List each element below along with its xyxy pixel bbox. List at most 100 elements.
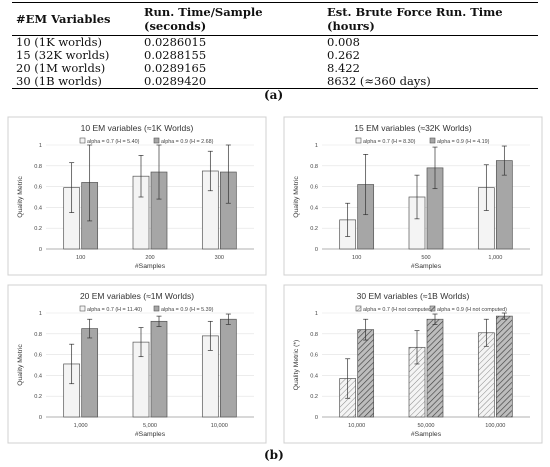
legend-entry: alpha = 0.7 (H not computed) <box>363 307 433 313</box>
y-tick-label: 0.4 <box>34 205 42 211</box>
table-cell: 0.0286015 <box>144 35 207 49</box>
x-tick-label: 500 <box>421 255 430 261</box>
caption-b: (b) <box>264 448 284 462</box>
chart-legend: alpha = 0.7 (H = 11.40) alpha = 0.9 (H = … <box>79 305 214 313</box>
table-cell: 30 (1B worlds) <box>16 74 102 88</box>
x-tick-label: 10,000 <box>211 423 228 429</box>
y-tick-label: 0.6 <box>34 185 42 191</box>
chart-title: 15 EM variables (≈32K Worlds) <box>354 123 472 133</box>
table-cell: 8.422 <box>327 61 360 75</box>
y-tick-label: 0.8 <box>310 164 318 170</box>
legend-swatch <box>79 305 86 312</box>
y-axis-label: Quality Metric <box>17 176 24 218</box>
x-tick-label: 100,000 <box>485 423 505 429</box>
legend-entry: alpha = 0.7 (H = 8.30) <box>363 139 416 145</box>
y-tick-label: 0.6 <box>310 353 318 359</box>
legend-swatch <box>429 137 436 144</box>
y-axis-label: Quality Metric (*) <box>293 340 300 391</box>
y-tick-label: 0.6 <box>310 185 318 191</box>
y-tick-label: 0 <box>39 415 42 421</box>
y-tick-label: 0.2 <box>310 394 318 400</box>
y-tick-label: 1 <box>315 311 318 317</box>
table-cell: 0.0289420 <box>144 74 207 88</box>
x-tick-label: 5,000 <box>143 423 157 429</box>
chart-panel-4: 30 EM variables (≈1B Worlds) alpha = 0.7 … <box>283 284 543 444</box>
bar <box>81 328 99 418</box>
legend-swatch <box>355 137 362 144</box>
bar <box>150 320 168 418</box>
chart-title: 20 EM variables (≈1M Worlds) <box>80 291 194 301</box>
bar <box>495 315 513 418</box>
x-axis-label: #Samples <box>135 431 166 438</box>
header-cell: Est. Brute Force Run. Time (hours) <box>327 5 503 33</box>
y-tick-label: 0 <box>315 415 318 421</box>
table-cell: 0.262 <box>327 48 360 62</box>
y-tick-label: 0.2 <box>310 226 318 232</box>
table-cell: 0.0289165 <box>144 61 207 75</box>
legend-entry: alpha = 0.7 (H = 5.40) <box>87 139 140 145</box>
x-tick-label: 1,000 <box>74 423 88 429</box>
y-tick-label: 0.2 <box>34 226 42 232</box>
table-cell: 8632 (≈360 days) <box>327 74 431 88</box>
table-cell: 20 (1M worlds) <box>16 61 106 75</box>
y-tick-label: 0.8 <box>34 164 42 170</box>
chart-panel-3: 20 EM variables (≈1M Worlds) alpha = 0.7 … <box>7 284 267 444</box>
chart-legend: alpha = 0.7 (H not computed) alpha = 0.9 … <box>355 305 507 313</box>
y-tick-label: 1 <box>39 143 42 149</box>
legend-swatch <box>355 305 362 312</box>
bar <box>357 329 375 418</box>
legend-entry: alpha = 0.9 (H = 4.19) <box>437 139 490 145</box>
y-tick-label: 0.8 <box>310 332 318 338</box>
x-tick-label: 300 <box>215 255 224 261</box>
x-axis-label: #Samples <box>135 263 166 270</box>
legend-swatch <box>79 137 86 144</box>
bar <box>426 318 444 418</box>
caption-a: (a) <box>264 88 284 102</box>
legend-swatch <box>153 305 160 312</box>
bar <box>219 318 237 418</box>
y-axis-label: Quality Metric <box>17 344 24 386</box>
chart-legend: alpha = 0.7 (H = 5.40) alpha = 0.9 (H = 2… <box>79 137 214 145</box>
table-row: 15 (32K worlds) 0.0288155 0.262 <box>12 49 538 62</box>
table-row: 10 (1K worlds) 0.0286015 0.008 <box>12 36 538 50</box>
y-tick-label: 0.2 <box>34 394 42 400</box>
y-tick-label: 1 <box>39 311 42 317</box>
x-tick-label: 100 <box>352 255 361 261</box>
table-cell: 0.0288155 <box>144 48 207 62</box>
table-cell: 0.008 <box>327 35 360 49</box>
legend-entry: alpha = 0.9 (H = 5.39) <box>161 307 214 313</box>
chart-panel-1: 10 EM variables (≈1K Worlds) alpha = 0.7 … <box>7 116 267 276</box>
legend-swatch <box>153 137 160 144</box>
header-cell: Run. Time/Sample (seconds) <box>144 5 263 33</box>
runtime-table: #EM Variables Run. Time/Sample (seconds)… <box>12 2 538 89</box>
legend-entry: alpha = 0.9 (H not computed) <box>437 307 507 313</box>
legend-entry: alpha = 0.9 (H = 2.68) <box>161 139 214 145</box>
header-cell: #EM Variables <box>16 12 111 26</box>
y-tick-label: 1 <box>315 143 318 149</box>
x-tick-label: 100 <box>76 255 85 261</box>
y-axis-label: Quality Metric <box>293 176 300 218</box>
x-tick-label: 10,000 <box>348 423 365 429</box>
y-tick-label: 0.4 <box>34 373 42 379</box>
table-row: 30 (1B worlds) 0.0289420 8632 (≈360 days… <box>12 75 538 89</box>
table-cell: 10 (1K worlds) <box>16 35 103 49</box>
chart-title: 30 EM variables (≈1B Worlds) <box>357 291 470 301</box>
x-tick-label: 200 <box>145 255 154 261</box>
y-tick-label: 0.6 <box>34 353 42 359</box>
runtime-table-grid: #EM Variables Run. Time/Sample (seconds)… <box>12 2 538 89</box>
y-tick-label: 0.4 <box>310 373 318 379</box>
x-axis-label: #Samples <box>411 263 442 270</box>
x-axis-label: #Samples <box>411 431 442 438</box>
legend-swatch <box>429 305 436 312</box>
chart-legend: alpha = 0.7 (H = 8.30) alpha = 0.9 (H = 4… <box>355 137 490 145</box>
y-tick-label: 0.4 <box>310 205 318 211</box>
table-row: 20 (1M worlds) 0.0289165 8.422 <box>12 62 538 75</box>
table-header-row: #EM Variables Run. Time/Sample (seconds)… <box>12 2 538 36</box>
table-cell: 15 (32K worlds) <box>16 48 110 62</box>
legend-entry: alpha = 0.7 (H = 11.40) <box>87 307 142 313</box>
x-tick-label: 1,000 <box>488 255 502 261</box>
x-tick-label: 50,000 <box>417 423 434 429</box>
y-tick-label: 0 <box>39 247 42 253</box>
y-tick-label: 0.8 <box>34 332 42 338</box>
